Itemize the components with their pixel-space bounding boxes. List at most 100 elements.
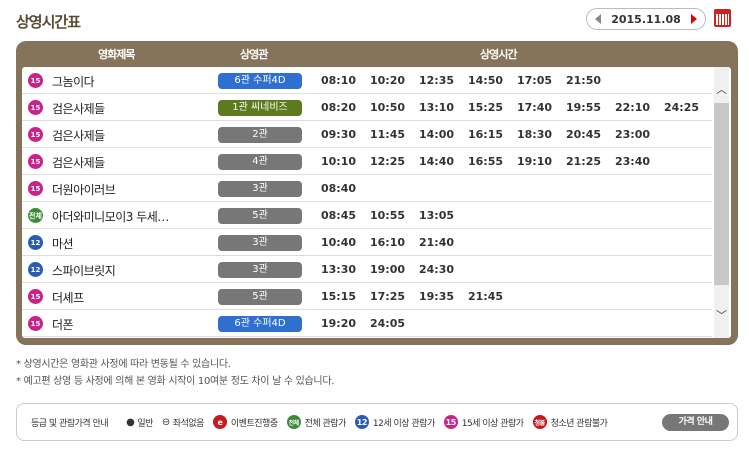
showtime[interactable]: 21:50: [566, 74, 602, 87]
showtime[interactable]: 12:35: [419, 74, 455, 87]
showtimes: 13:30 19:00 24:30: [321, 263, 468, 276]
showtime[interactable]: 13:05: [419, 209, 455, 222]
showtimes: 10:10 12:25 14:40 16:55 19:10 21:25 23:40: [321, 155, 664, 168]
showtime[interactable]: 14:50: [468, 74, 504, 87]
rating-r15-icon: 15: [28, 100, 43, 115]
showtime[interactable]: 09:30: [321, 128, 357, 141]
movie-title[interactable]: 마션: [52, 237, 74, 251]
schedule-row: 12 스파이브릿지 3관 13:30 19:00 24:30: [22, 256, 712, 283]
showtime[interactable]: 13:10: [419, 101, 455, 114]
scrollbar[interactable]: ︿ ﹀: [714, 67, 729, 338]
rating-r15-icon: 15: [28, 181, 43, 196]
showtime[interactable]: 10:10: [321, 155, 357, 168]
showtime[interactable]: 21:45: [468, 290, 504, 303]
showtime[interactable]: 11:45: [370, 128, 406, 141]
schedule-row: 15 그놈이다 6관 수퍼4D 08:10 10:20 12:35 14:50 17:05…: [22, 67, 712, 94]
movie-title[interactable]: 더폰: [52, 318, 74, 332]
showtime[interactable]: 19:55: [566, 101, 602, 114]
showtime[interactable]: 15:15: [321, 290, 357, 303]
schedule-panel: 영화제목 상영관 상영시간 ︿ ﹀ 15 그놈이다 6관 수퍼4D 08:10 10…: [16, 41, 738, 345]
showtime[interactable]: 08:10: [321, 74, 357, 87]
theater-badge: 3관: [218, 262, 302, 278]
movie-title[interactable]: 아더와미니모이3 두세…: [52, 210, 169, 224]
schedule-row: 15 검은사제들 2관 09:30 11:45 14:00 16:15 18:30 20:4…: [22, 121, 712, 148]
current-date: 2015.11.08: [611, 12, 681, 26]
theater-badge: 3관: [218, 181, 302, 197]
legend-label: 등급 및 관람가격 안내: [31, 418, 109, 429]
showtime[interactable]: 24:05: [370, 317, 406, 330]
theater-badge: 2관: [218, 127, 302, 143]
legend-bar: 등급 및 관람가격 안내 ● 일반 ⊖ 좌석없음 e 이벤트진행중 전체 전체 관람가 12 12…: [16, 403, 738, 441]
showtimes: 19:20 24:05: [321, 317, 419, 330]
schedule-row: 전체 아더와미니모이3 두세… 5관 08:45 10:55 13:05: [22, 202, 712, 229]
price-info-button[interactable]: 가격 안내: [662, 413, 729, 431]
showtime[interactable]: 10:50: [370, 101, 406, 114]
showtime[interactable]: 12:25: [370, 155, 406, 168]
showtime[interactable]: 10:40: [321, 236, 357, 249]
schedule-row: 15 검은사제들 4관 10:10 12:25 14:40 16:55 19:10 21:2…: [22, 148, 712, 175]
showtime[interactable]: 14:00: [419, 128, 455, 141]
showtime[interactable]: 22:10: [615, 101, 651, 114]
schedule-row: 15 더원아이러브 3관 08:40: [22, 175, 712, 202]
showtime[interactable]: 16:10: [370, 236, 406, 249]
scroll-up-icon[interactable]: ︿: [716, 83, 727, 96]
note-1: * 상영시간은 영화관 사정에 따라 변동될 수 있습니다.: [16, 359, 231, 370]
showtime[interactable]: 18:30: [517, 128, 553, 141]
scroll-down-icon[interactable]: ﹀: [716, 309, 727, 322]
showtime[interactable]: 14:40: [419, 155, 455, 168]
showtime[interactable]: 17:25: [370, 290, 406, 303]
movie-title[interactable]: 스파이브릿지: [52, 264, 116, 278]
showtime[interactable]: 20:45: [566, 128, 602, 141]
rating-r15-icon: 15: [28, 289, 43, 304]
movie-title[interactable]: 더원아이러브: [52, 183, 116, 197]
showtime[interactable]: 19:00: [370, 263, 406, 276]
rating-r12-icon: 12: [28, 262, 43, 277]
note-2: * 예고편 상영 등 사정에 의해 본 영화 시작이 10여분 정도 차이 날 …: [16, 376, 335, 387]
theater-badge: 5관: [218, 208, 302, 224]
showtime[interactable]: 10:55: [370, 209, 406, 222]
scrollbar-thumb[interactable]: [714, 103, 729, 285]
prev-date-icon[interactable]: [595, 14, 601, 24]
showtime[interactable]: 10:20: [370, 74, 406, 87]
page-title: 상영시간표: [16, 13, 81, 31]
rating-r12-icon: 12: [28, 235, 43, 250]
showtime[interactable]: 19:20: [321, 317, 357, 330]
movie-title[interactable]: 더셰프: [52, 291, 84, 305]
showtime[interactable]: 16:55: [468, 155, 504, 168]
legend-item: 12 12세 이상 관람가: [354, 415, 435, 429]
theater-badge: 5관: [218, 289, 302, 305]
showtime[interactable]: 13:30: [321, 263, 357, 276]
rating-r15-icon: 15: [28, 73, 43, 88]
showtime[interactable]: 16:15: [468, 128, 504, 141]
movie-title[interactable]: 검은사제들: [52, 156, 105, 170]
showtime[interactable]: 08:20: [321, 101, 357, 114]
date-selector: 2015.11.08: [586, 8, 706, 30]
movie-title[interactable]: 검은사제들: [52, 129, 105, 143]
schedule-row: 15 더셰프 5관 15:15 17:25 19:35 21:45: [22, 283, 712, 310]
movie-title[interactable]: 검은사제들: [52, 102, 105, 116]
showtime[interactable]: 23:40: [615, 155, 651, 168]
showtime[interactable]: 19:35: [419, 290, 455, 303]
next-date-icon[interactable]: [691, 14, 697, 24]
movie-title[interactable]: 그놈이다: [52, 75, 95, 89]
schedule-row: 15 더폰 6관 수퍼4D 19:20 24:05: [22, 310, 712, 337]
showtime[interactable]: 17:05: [517, 74, 553, 87]
legend-r15-icon: 15: [443, 415, 458, 429]
legend-r18-icon: 청불: [532, 415, 547, 429]
showtime[interactable]: 17:40: [517, 101, 553, 114]
showtime[interactable]: 08:45: [321, 209, 357, 222]
legend-rall-icon: 전체: [286, 415, 301, 429]
legend-r12-icon: 12: [354, 415, 369, 429]
schedule-row: 12 마션 3관 10:40 16:10 21:40: [22, 229, 712, 256]
showtime[interactable]: 24:30: [419, 263, 455, 276]
showtime[interactable]: 08:40: [321, 182, 357, 195]
showtime[interactable]: 21:40: [419, 236, 455, 249]
calendar-icon[interactable]: [714, 9, 731, 27]
showtime[interactable]: 19:10: [517, 155, 553, 168]
showtime[interactable]: 15:25: [468, 101, 504, 114]
legend-text: 이벤트진행중: [230, 418, 278, 429]
schedule-row: 15 검은사제들 1관 씨네비즈 08:20 10:50 13:10 15:25 17:4…: [22, 94, 712, 121]
showtime[interactable]: 24:25: [664, 101, 700, 114]
showtime[interactable]: 23:00: [615, 128, 651, 141]
showtime[interactable]: 21:25: [566, 155, 602, 168]
